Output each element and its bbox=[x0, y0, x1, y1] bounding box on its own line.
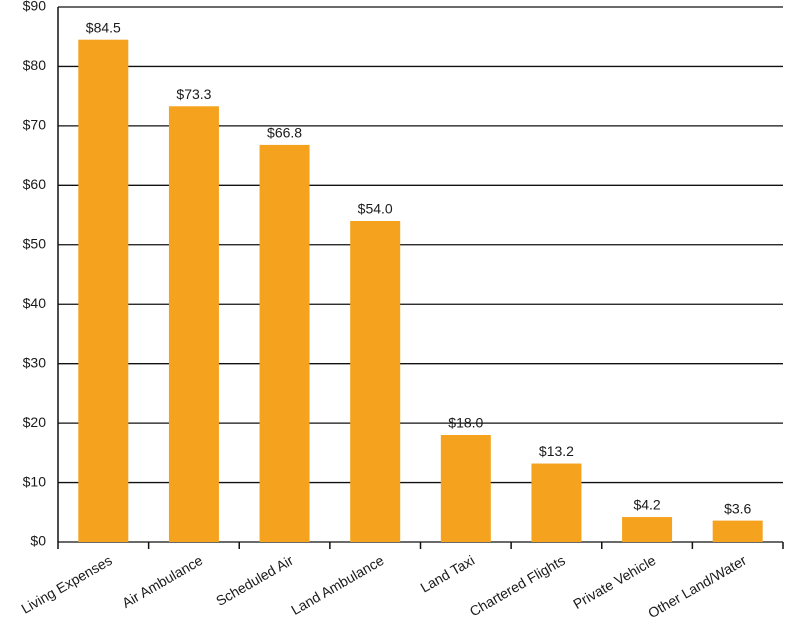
y-tick-label: $80 bbox=[23, 57, 47, 73]
value-label: $84.5 bbox=[86, 19, 121, 35]
x-tick-label: Private Vehicle bbox=[570, 552, 658, 612]
bar bbox=[350, 221, 401, 542]
bar bbox=[622, 517, 673, 542]
x-tick-label: Living Expenses bbox=[18, 552, 114, 617]
value-label: $73.3 bbox=[176, 86, 211, 102]
x-tick-label: Land Ambulance bbox=[288, 552, 387, 618]
value-label: $3.6 bbox=[724, 500, 751, 516]
x-tick-label: Land Taxi bbox=[417, 552, 477, 596]
y-tick-label: $90 bbox=[23, 0, 47, 14]
value-label: $13.2 bbox=[539, 443, 574, 459]
bar bbox=[531, 463, 582, 542]
y-tick-label: $30 bbox=[23, 354, 47, 370]
bar bbox=[259, 144, 310, 542]
x-tick-label: Other Land/Water bbox=[645, 552, 749, 621]
y-tick-label: $40 bbox=[23, 295, 47, 311]
value-label: $18.0 bbox=[448, 415, 483, 431]
y-tick-label: $20 bbox=[23, 414, 47, 430]
y-tick-label: $10 bbox=[23, 473, 47, 489]
x-tick-label: Chartered Flights bbox=[467, 552, 568, 620]
bar bbox=[440, 435, 491, 542]
y-tick-label: $70 bbox=[23, 117, 47, 133]
bar bbox=[78, 39, 129, 542]
value-label: $4.2 bbox=[633, 497, 660, 513]
value-label: $66.8 bbox=[267, 125, 302, 141]
x-tick-label: Air Ambulance bbox=[119, 552, 205, 611]
bar bbox=[712, 520, 763, 542]
x-tick-label: Scheduled Air bbox=[213, 552, 296, 609]
bar bbox=[168, 106, 219, 543]
value-label: $54.0 bbox=[358, 201, 393, 217]
y-tick-label: $0 bbox=[30, 533, 46, 549]
y-tick-label: $60 bbox=[23, 176, 47, 192]
y-tick-label: $50 bbox=[23, 235, 47, 251]
